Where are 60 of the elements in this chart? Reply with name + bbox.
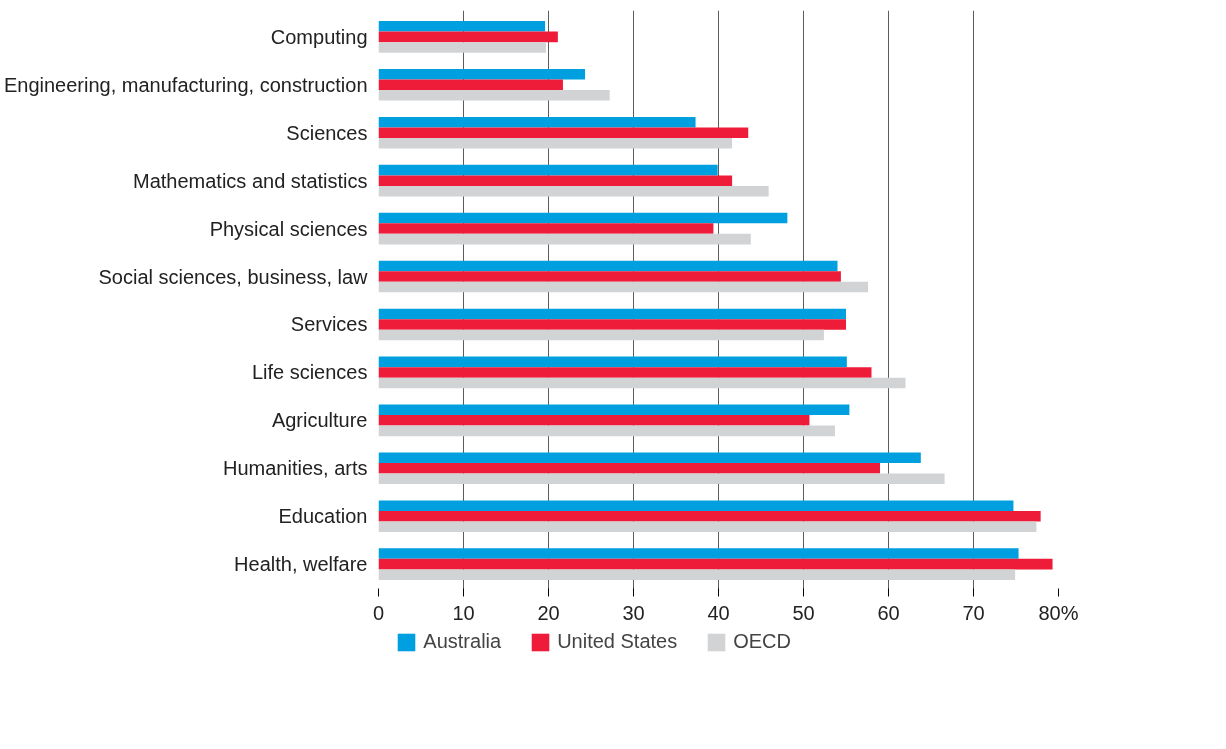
x-tick-label: 20 (537, 601, 560, 624)
x-tick-label: 30 (622, 601, 645, 624)
y-tick-label: Computing (270, 25, 368, 48)
y-tick-label: Education (278, 505, 368, 528)
bar (378, 452, 921, 463)
bar (378, 68, 586, 80)
bar (378, 463, 880, 474)
bar (378, 223, 714, 234)
bar (378, 164, 718, 176)
bar (378, 356, 847, 368)
bar (378, 319, 846, 330)
y-tick-label: Life sciences (251, 361, 368, 384)
bar (378, 260, 838, 272)
bar (378, 31, 558, 43)
bar (378, 548, 1019, 559)
y-tick-label: Physical sciences (209, 217, 368, 240)
x-tick-label: 70 (962, 601, 985, 624)
bar (378, 281, 869, 293)
x-tick-label: 60 (877, 601, 900, 624)
bar (378, 329, 824, 341)
bar (378, 212, 788, 224)
bar (378, 116, 696, 128)
bar (378, 127, 749, 138)
y-tick-label: Social sciences, business, law (98, 265, 369, 288)
bar (378, 425, 835, 437)
bar (378, 473, 945, 485)
bar (378, 521, 1037, 533)
bar (378, 175, 733, 186)
bar (378, 138, 733, 149)
bar (378, 415, 810, 426)
bar (378, 404, 850, 416)
bar (378, 42, 546, 53)
bar (378, 569, 1016, 580)
y-tick-label: Health, welfare (234, 553, 368, 576)
y-tick-label: Humanities, arts (223, 457, 368, 480)
bar (378, 21, 546, 32)
bar (378, 79, 563, 91)
bar (378, 90, 610, 101)
legend-label: United States (557, 630, 678, 653)
x-tick-label: 40 (707, 601, 730, 624)
bar (378, 185, 769, 197)
y-tick-label: Engineering, manufacturing, construction (3, 73, 368, 96)
x-tick-label: 50 (792, 601, 815, 624)
y-tick-label: Services (290, 313, 368, 336)
legend-label: Australia (423, 630, 502, 653)
bar (378, 271, 841, 282)
x-tick-label: 0 (372, 601, 385, 624)
x-tick-label: 80% (1038, 601, 1079, 624)
bar (378, 510, 1041, 522)
y-tick-label: Agriculture (271, 409, 368, 432)
y-tick-label: Mathematics and statistics (132, 169, 368, 192)
bar (378, 233, 751, 245)
y-tick-label: Sciences (286, 121, 368, 144)
legend-label: OECD (733, 630, 792, 653)
bar (378, 308, 846, 320)
bar (378, 500, 1014, 511)
bar (378, 558, 1053, 570)
bar (378, 377, 906, 389)
bar (378, 367, 872, 378)
x-tick-label: 10 (452, 601, 475, 624)
